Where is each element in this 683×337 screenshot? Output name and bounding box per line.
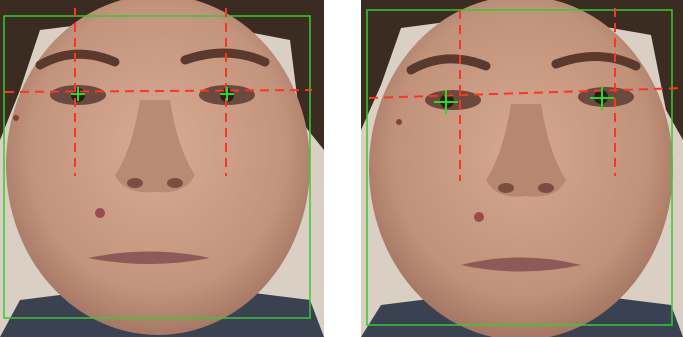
- face-photo-right: [361, 0, 683, 337]
- right-nostril: [167, 178, 183, 188]
- skin-mark: [396, 119, 402, 125]
- mole: [474, 212, 484, 222]
- crosshair-icon: [220, 87, 234, 101]
- hair: [0, 0, 324, 150]
- nose: [115, 100, 195, 193]
- crosshair-icon: [71, 87, 85, 101]
- face-bounding-box: [3, 15, 311, 319]
- face-image-right: [361, 0, 683, 337]
- crosshair-icon: [434, 90, 458, 114]
- left-nostril: [498, 183, 514, 193]
- skin-mark: [13, 115, 19, 121]
- left-eyebrow: [35, 49, 120, 70]
- left-nostril: [127, 178, 143, 188]
- left-eyebrow: [406, 54, 491, 75]
- mouth: [461, 257, 581, 272]
- right-eyebrow: [551, 52, 641, 71]
- crosshair-icon: [590, 86, 614, 110]
- mole: [95, 208, 105, 218]
- nose: [486, 104, 566, 197]
- hair: [361, 0, 683, 140]
- face-photo-left: [0, 0, 324, 337]
- right-nostril: [538, 183, 554, 193]
- eye-horizontal-guide: [368, 87, 683, 99]
- mouth: [88, 251, 210, 264]
- eye-horizontal-guide: [4, 89, 313, 93]
- face-bounding-box: [366, 9, 673, 326]
- face-image-left: [0, 0, 324, 337]
